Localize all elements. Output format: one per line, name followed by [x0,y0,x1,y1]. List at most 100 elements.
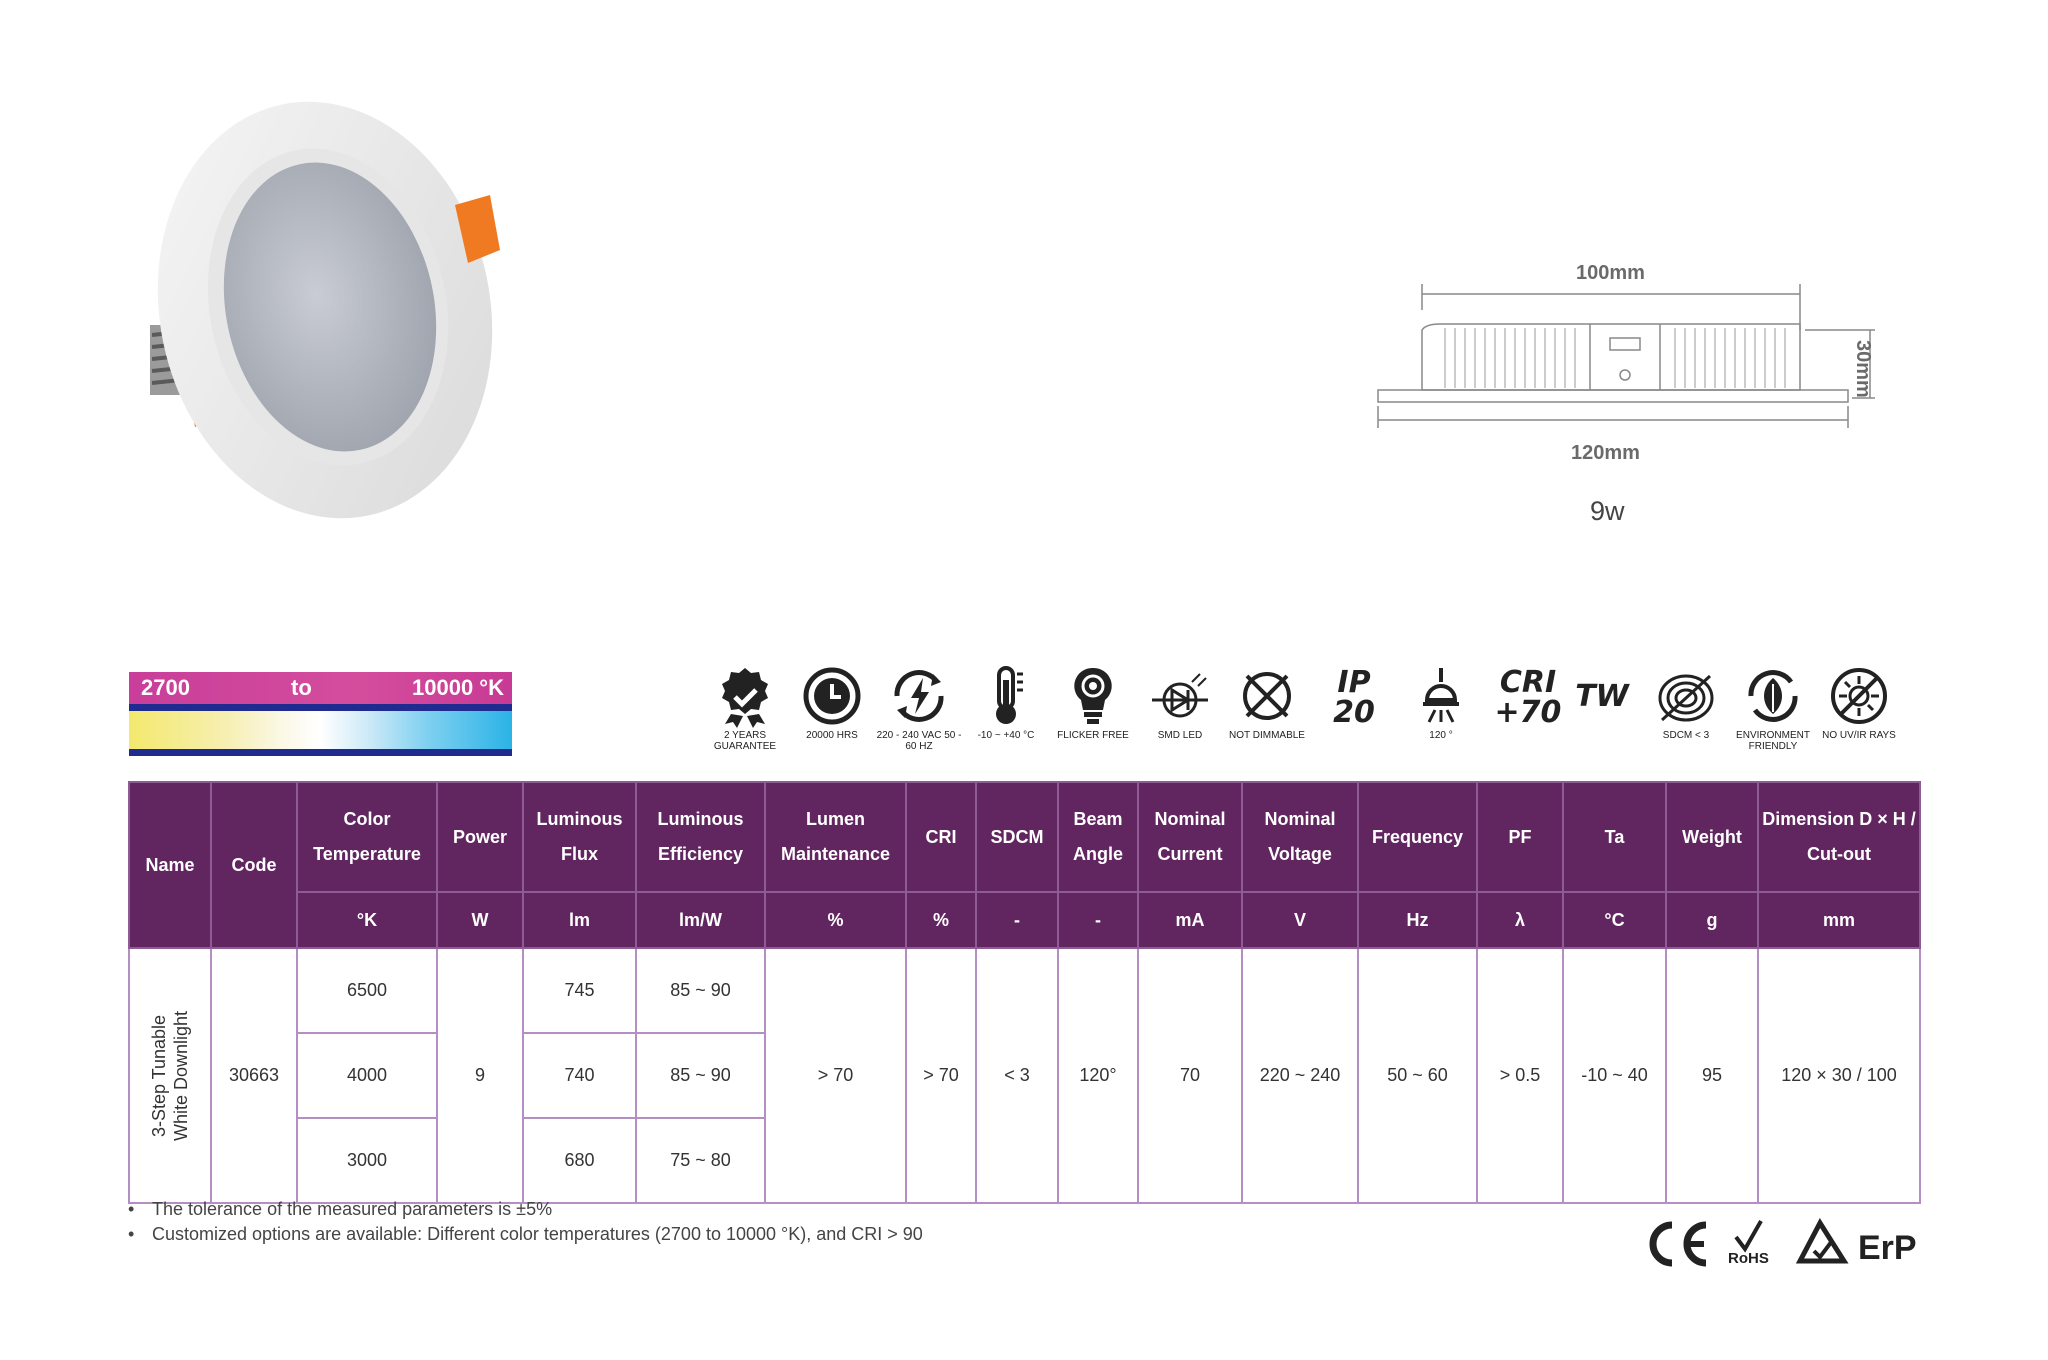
cri-icon: CRI +70 [1494,665,1562,730]
dim-width-bottom: 120mm [1571,442,1640,464]
feature-temperature: -10 ~ +40 °c [963,664,1049,741]
unit-cell: mm [1757,891,1921,949]
efficiency-value: 75 ~ 80 [635,1117,766,1204]
unit-cell: mA [1137,891,1243,949]
unit-cell: λ [1476,891,1564,949]
table-row: 4000 740 85 ~ 90 [129,1032,1920,1119]
power-cycle-icon [894,670,944,722]
header-pf: PF [1476,781,1564,893]
header-lumen-maintenance: Lumen Maintenance [764,781,907,893]
cct-value: 4000 [296,1032,438,1119]
tunable-white-icon: TW [1575,679,1629,714]
feature-cri: CRI +70 [1485,664,1571,732]
header-sdcm: SDCM [975,781,1059,893]
header-ta: Ta [1562,781,1667,893]
unit-cell: g [1665,891,1759,949]
feature-ip-rating: IP 20 [1311,664,1397,732]
not-dimmable-icon [1243,672,1291,720]
header-nominal-voltage: Nominal Voltage [1241,781,1359,893]
header-luminous-efficiency: Luminous Efficiency [635,781,766,893]
header-nominal-current: Nominal Current [1137,781,1243,893]
feature-no-uv: NO UV/IR RAYS [1816,664,1902,741]
header-luminous-flux: Luminous Flux [522,781,637,893]
flux-value: 745 [522,947,637,1034]
ct-to: to [291,675,312,700]
feature-flicker-free: FLICKER FREE [1050,664,1136,741]
rohs-mark-icon: RoHS [1728,1220,1769,1267]
efficiency-value: 85 ~ 90 [635,947,766,1034]
header-frequency: Frequency [1357,781,1478,893]
pf-value: > 0.5 [1476,947,1564,1204]
certification-marks: RoHS ErP [1649,1218,1917,1267]
feature-smd-led: SMD LED [1137,664,1223,741]
unit-cell: °K [296,891,438,949]
flux-value: 680 [522,1117,637,1204]
ip-rating-icon: IP 20 [1333,665,1375,730]
weight-value: 95 [1665,947,1759,1204]
lumen-maintenance-value: > 70 [764,947,907,1204]
feature-not-dimmable: NOT DIMMABLE [1224,664,1310,741]
bulb-icon [1074,667,1112,724]
feature-sdcm: SDCM < 3 [1643,664,1729,741]
dimension-drawing [1377,284,1875,428]
unit-cell: Hz [1357,891,1478,949]
header-name: Name [128,781,212,949]
cri-value: > 70 [905,947,977,1204]
triangle-mark-icon [1795,1218,1849,1264]
unit-cell: lm [522,891,637,949]
wattage-label: 9w [1590,496,1625,526]
frequency-value: 50 ~ 60 [1357,947,1478,1204]
feature-environment: ENVIRONMENT FRIENDLY [1730,664,1816,752]
note-item: The tolerance of the measured parameters… [128,1197,923,1222]
unit-cell: V [1241,891,1359,949]
no-uv-icon [1831,668,1887,724]
unit-cell: - [1057,891,1139,949]
award-badge-icon [722,668,768,728]
dim-height: 30mm [1852,340,1874,398]
unit-cell: °C [1562,891,1667,949]
table-row: 3-Step Tunable White Downlight 30663 650… [128,947,1921,1204]
spec-table: Name Code Color Temperature Power Lumino… [128,781,1921,1204]
color-temperature-bar: 2700 to 10000 °K [129,672,512,756]
unit-cell: - [975,891,1059,949]
unit-cell: lm/W [635,891,766,949]
table-row: 3000 680 75 ~ 80 [129,1117,1920,1204]
header-beam-angle: Beam Angle [1057,781,1139,893]
eco-leaf-icon [1748,670,1798,722]
svg-text:ErP: ErP [1858,1229,1917,1267]
header-power: Power [436,781,524,893]
unit-cell: % [905,891,977,949]
voltage-value: 220 ~ 240 [1241,947,1359,1204]
dim-width-top: 100mm [1576,262,1645,284]
beam-angle-icon [1423,668,1459,723]
spring-clip-right [455,195,500,263]
feature-tunable-white: TW [1559,664,1645,732]
sdcm-icon [1658,674,1714,722]
erp-mark-icon: ErP [1858,1229,1917,1267]
efficiency-value: 85 ~ 90 [635,1032,766,1119]
unit-cell: W [436,891,524,949]
beam-angle-value: 120° [1057,947,1139,1204]
current-value: 70 [1137,947,1243,1204]
unit-cell: % [764,891,907,949]
product-code: 30663 [210,947,298,1204]
power-value: 9 [436,947,524,1204]
cct-value: 3000 [296,1117,438,1204]
feature-beam-angle: 120 ° [1398,664,1484,741]
feature-lifetime: 20000 Hrs [789,664,875,741]
notes: The tolerance of the measured parameters… [128,1197,923,1247]
product-name-cell: 3-Step Tunable White Downlight [128,947,212,1204]
feature-guarantee: 2 YEARS GUARANTEE [702,664,788,752]
sdcm-value: < 3 [975,947,1059,1204]
header-dimension: Dimension D × H / Cut-out [1757,781,1921,893]
feature-voltage: 220 - 240 VAC 50 - 60 Hz [876,664,962,752]
ta-value: -10 ~ 40 [1562,947,1667,1204]
product-photo [150,101,500,519]
thermometer-icon [996,666,1023,724]
svg-text:RoHS: RoHS [1728,1250,1769,1267]
flux-value: 740 [522,1032,637,1119]
header-color-temperature: Color Temperature [296,781,438,893]
led-diode-icon [1152,673,1208,718]
dimension-value: 120 × 30 / 100 [1757,947,1921,1204]
ct-low: 2700 [141,675,190,700]
